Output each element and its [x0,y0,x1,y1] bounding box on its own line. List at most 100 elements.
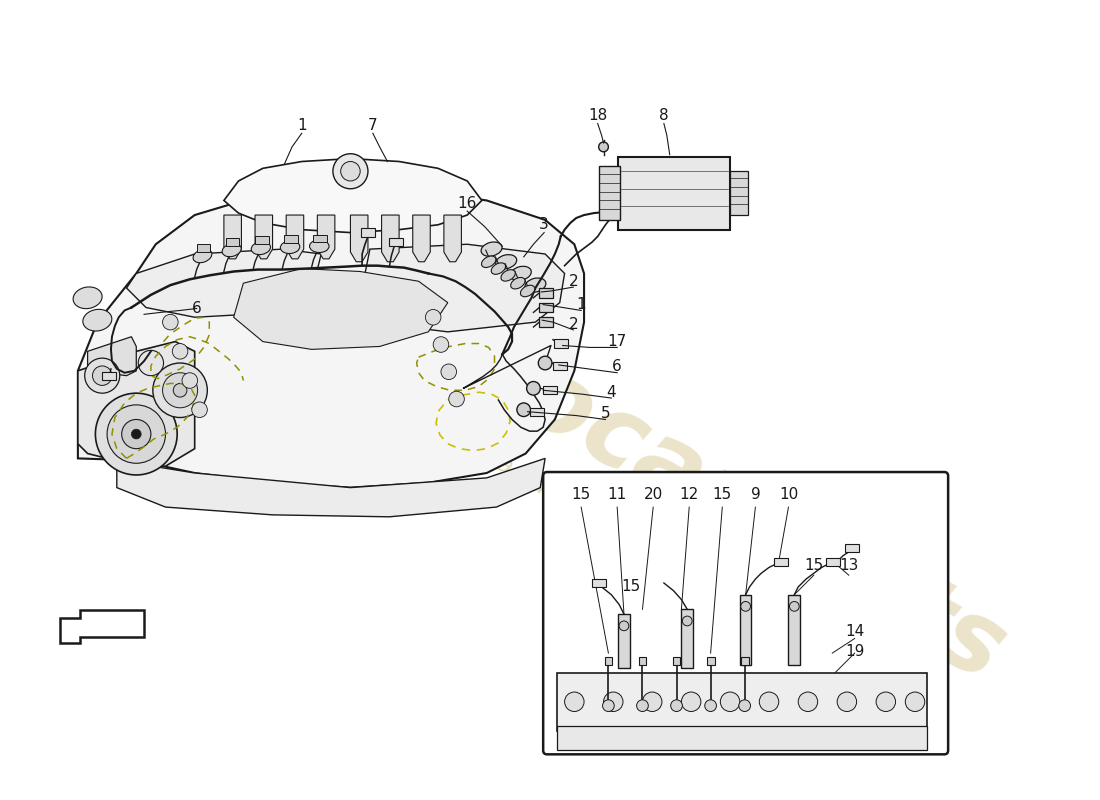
Bar [552,362,567,370]
Bar [361,229,375,237]
Text: 12: 12 [680,487,698,502]
Circle shape [139,350,164,376]
Polygon shape [224,158,482,233]
Bar [389,238,404,246]
Text: a passion for parts since 1985: a passion for parts since 1985 [493,451,832,661]
Text: 15: 15 [572,487,591,502]
Circle shape [905,692,925,711]
Circle shape [333,154,369,189]
Polygon shape [224,215,241,259]
Ellipse shape [280,241,300,254]
Circle shape [527,382,540,395]
Circle shape [153,363,207,418]
Text: 15: 15 [713,487,732,502]
Polygon shape [317,215,334,259]
Circle shape [739,700,750,711]
Circle shape [603,700,614,711]
Polygon shape [78,342,195,466]
Bar [102,371,116,380]
Ellipse shape [82,310,112,331]
Circle shape [790,602,800,611]
Circle shape [449,391,464,407]
Circle shape [564,692,584,711]
Polygon shape [78,188,584,488]
Circle shape [637,700,648,711]
Circle shape [642,692,662,711]
Circle shape [85,358,120,393]
Bar [730,171,748,215]
Bar [681,610,693,668]
Text: 6: 6 [613,359,621,374]
Polygon shape [255,215,273,259]
Circle shape [426,310,441,325]
Circle shape [799,692,817,711]
Circle shape [96,393,177,475]
Bar [226,238,240,246]
Text: 11: 11 [607,487,627,502]
Bar [255,237,268,244]
Bar [639,657,647,665]
Circle shape [619,621,629,630]
Circle shape [92,366,112,386]
Ellipse shape [510,278,525,289]
Circle shape [681,692,701,711]
Polygon shape [382,215,399,262]
Text: 20: 20 [644,487,663,502]
Polygon shape [412,215,430,262]
Circle shape [538,356,552,370]
Circle shape [131,430,141,439]
FancyBboxPatch shape [543,472,948,754]
Circle shape [433,337,449,352]
Circle shape [182,373,198,388]
Ellipse shape [510,266,531,281]
Bar [826,558,840,566]
Ellipse shape [481,242,502,256]
Text: 17: 17 [607,334,627,349]
Circle shape [740,602,750,611]
Text: 2: 2 [569,274,579,289]
Bar [605,657,613,665]
Ellipse shape [525,278,546,292]
Text: 15: 15 [621,579,640,594]
Bar [539,288,553,298]
Bar [539,302,553,312]
Bar [706,657,715,665]
Text: eurocarparts: eurocarparts [341,254,1022,702]
Ellipse shape [73,287,102,309]
Circle shape [341,162,360,181]
Circle shape [671,700,682,711]
Circle shape [441,364,456,379]
Polygon shape [88,337,136,376]
Text: 7: 7 [368,118,377,133]
Polygon shape [126,249,321,318]
Circle shape [682,616,692,626]
Circle shape [705,700,716,711]
Polygon shape [233,269,448,350]
Text: 14: 14 [845,624,865,639]
Bar [557,726,926,750]
Bar [557,673,926,731]
Bar [553,339,568,348]
Circle shape [720,692,740,711]
Text: 2: 2 [569,317,579,331]
Bar [789,594,800,665]
Ellipse shape [482,256,496,267]
Text: 10: 10 [779,487,799,502]
Circle shape [107,405,165,463]
Text: 19: 19 [845,644,865,658]
Bar [740,594,751,665]
Bar [592,579,606,587]
Circle shape [122,419,151,449]
Circle shape [517,403,530,417]
Text: 15: 15 [804,558,824,573]
Circle shape [174,383,187,397]
Bar [618,157,730,230]
Ellipse shape [309,240,329,253]
Bar [672,657,681,665]
Polygon shape [286,215,304,259]
Ellipse shape [520,286,535,297]
Circle shape [173,343,188,359]
Ellipse shape [500,270,515,281]
Polygon shape [351,215,369,262]
Bar [284,235,298,243]
